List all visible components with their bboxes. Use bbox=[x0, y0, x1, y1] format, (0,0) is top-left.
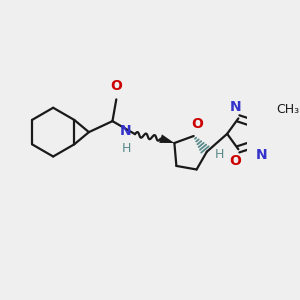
Text: O: O bbox=[110, 79, 122, 93]
Text: H: H bbox=[122, 142, 131, 155]
Text: N: N bbox=[256, 148, 267, 162]
Polygon shape bbox=[159, 134, 174, 143]
Text: N: N bbox=[229, 100, 241, 113]
Text: N: N bbox=[120, 124, 132, 138]
Text: O: O bbox=[191, 117, 203, 131]
Text: O: O bbox=[229, 154, 241, 168]
Text: H: H bbox=[215, 148, 224, 161]
Text: CH₃: CH₃ bbox=[276, 103, 299, 116]
